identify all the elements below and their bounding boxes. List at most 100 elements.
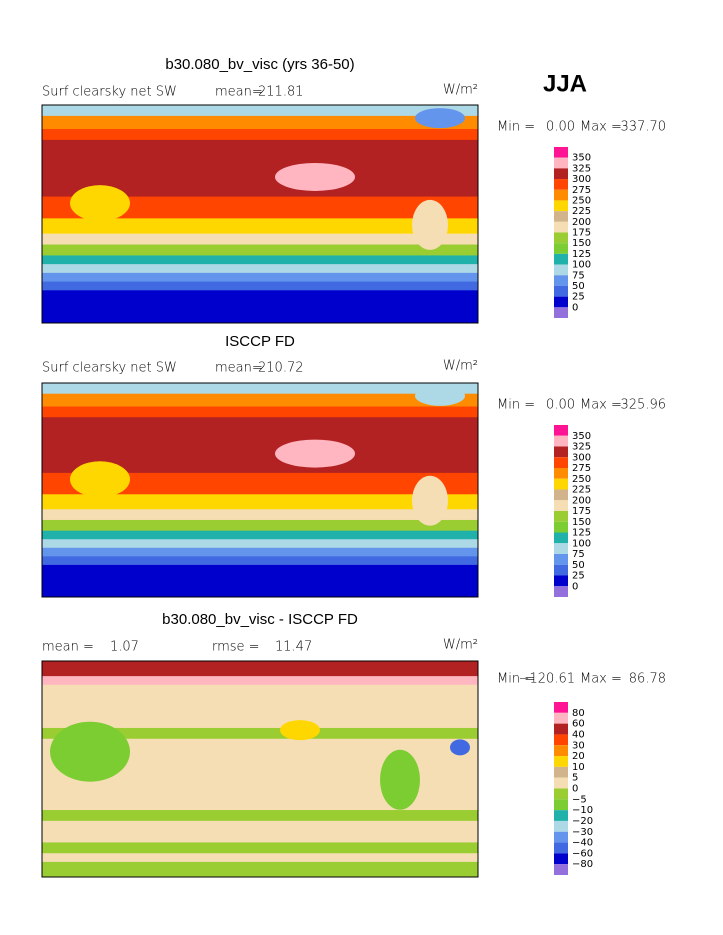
map-band: [42, 820, 478, 843]
colorbar-label: 0: [572, 581, 578, 592]
colorbar-label: 60: [572, 719, 585, 730]
colorbar-label: 275: [572, 463, 591, 474]
colorbar-label: 20: [572, 751, 585, 762]
colorbar-label: −80: [572, 859, 593, 870]
min-value: 0.00: [546, 120, 575, 135]
colorbar-label: 225: [572, 206, 591, 217]
map-band: [42, 128, 478, 141]
map-band: [42, 255, 478, 265]
colorbar-box: [554, 232, 568, 244]
left-label: Surf clearsky net SW: [42, 361, 177, 376]
map-band: [42, 383, 478, 395]
max-value: 86.78: [629, 672, 666, 687]
colorbar-box: [554, 521, 568, 533]
panel-title: b30.080_bv_visc (yrs 36-50): [165, 56, 354, 73]
colorbar-box: [554, 788, 568, 800]
map-band: [42, 218, 478, 235]
map: [41, 382, 479, 598]
colorbar-box: [554, 211, 568, 222]
max-label: Max =: [580, 120, 622, 135]
colorbar-label: 275: [572, 185, 591, 196]
map-frame: [41, 104, 479, 324]
colorbar-label: 50: [572, 281, 585, 292]
colorbar-box: [554, 734, 568, 746]
map: [41, 104, 479, 324]
map-band: [42, 564, 478, 598]
colorbar-box: [554, 189, 568, 201]
colorbar-box: [554, 307, 568, 318]
map-region: [275, 162, 355, 191]
map-band: [42, 539, 478, 549]
map-band: [42, 406, 478, 418]
min-value: −120.61: [519, 672, 575, 687]
colorbar-box: [554, 168, 568, 180]
colorbar-label: 25: [572, 571, 585, 582]
mid-value: 11.47: [275, 640, 312, 655]
colorbar-label: 0: [572, 784, 578, 795]
colorbar-box: [554, 564, 568, 576]
map-band: [42, 810, 478, 822]
colorbar-label: −20: [572, 816, 593, 827]
map-region: [380, 749, 420, 810]
min-label: Min =: [497, 398, 535, 413]
map-band: [42, 393, 478, 408]
mid-label: mean=: [215, 85, 263, 100]
colorbar-label: −10: [572, 805, 593, 816]
colorbar-label: 40: [572, 729, 585, 740]
colorbar-box: [554, 489, 568, 501]
colorbar-box: [554, 712, 568, 724]
map-band: [42, 139, 478, 163]
colorbar-label: 50: [572, 560, 585, 571]
map-region: [280, 720, 320, 741]
map-band: [42, 281, 478, 291]
map-region: [70, 461, 130, 498]
colorbar-label: 100: [572, 538, 591, 549]
colorbar-label: 25: [572, 292, 585, 303]
left-label: mean =: [42, 640, 94, 655]
mid-label: mean=: [215, 361, 263, 376]
colorbar-box: [554, 543, 568, 554]
map-band: [42, 556, 478, 566]
colorbar-box: [554, 745, 568, 757]
colorbar-box: [554, 253, 568, 265]
colorbar-box: [554, 831, 568, 843]
map-region: [412, 199, 448, 250]
colorbar-label: −30: [572, 827, 593, 838]
colorbar-label: 350: [572, 431, 591, 442]
colorbar-label: 125: [572, 528, 591, 539]
colorbar-box: [554, 586, 568, 597]
colorbar-box: [554, 446, 568, 458]
map-band: [42, 509, 478, 521]
colorbar-label: 325: [572, 442, 591, 453]
colorbar-box: [554, 511, 568, 522]
map-band: [42, 842, 478, 854]
colorbar-box: [554, 777, 568, 789]
colorbar-label: 150: [572, 517, 591, 528]
map-band: [42, 290, 478, 324]
colorbar-box: [554, 221, 568, 233]
map-region: [70, 185, 130, 222]
colorbar-box: [554, 200, 568, 212]
map: [41, 660, 479, 878]
colorbar-box: [554, 820, 568, 832]
map-band: [42, 272, 478, 283]
colorbar-box: [554, 457, 568, 468]
colorbar-box: [554, 425, 568, 436]
colorbar-box: [554, 842, 568, 854]
map-band: [42, 530, 478, 540]
colorbar-label: 200: [572, 495, 591, 506]
colorbar-label: 325: [572, 163, 591, 174]
map-band: [42, 684, 478, 729]
colorbar-box: [554, 147, 568, 158]
colorbar-box: [554, 702, 568, 713]
colorbar-label: 250: [572, 474, 591, 485]
map-band: [42, 196, 478, 219]
mid-value: 210.72: [258, 361, 304, 376]
map-band: [42, 494, 478, 510]
colorbar-label: 225: [572, 485, 591, 496]
map-band: [42, 264, 478, 274]
max-label: Max =: [580, 672, 622, 687]
colorbar-label: 125: [572, 249, 591, 260]
map-band: [42, 853, 478, 863]
